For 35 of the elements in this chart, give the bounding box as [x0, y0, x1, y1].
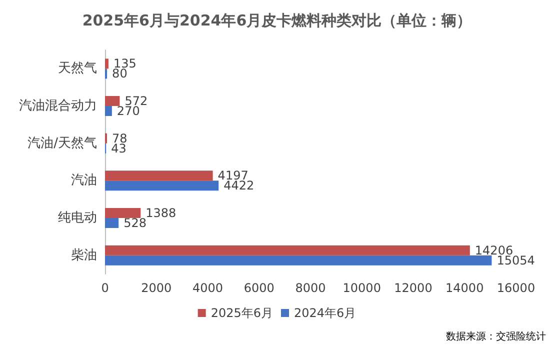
data-label: 43	[111, 141, 126, 156]
x-tick-label: 4000	[192, 281, 224, 295]
x-tick-label: 16000	[496, 281, 536, 295]
data-label: 528	[124, 216, 146, 230]
x-tick-label: 8000	[295, 281, 326, 295]
bar	[105, 180, 219, 191]
x-tick-label: 14000	[446, 281, 484, 295]
bar	[105, 170, 213, 181]
bar	[105, 58, 108, 69]
y-tick-label: 纯电动	[58, 210, 97, 226]
data-label: 80	[112, 66, 128, 81]
bar	[105, 106, 112, 116]
y-tick-label: 汽油	[71, 173, 97, 188]
data-label: 4422	[224, 178, 254, 193]
data-label: 15054	[496, 253, 535, 268]
chart-title: 2025年6月与2024年6月皮卡燃料种类对比（单位：辆）	[82, 12, 472, 30]
bar	[105, 218, 119, 228]
legend-label: 2025年6月	[210, 306, 274, 320]
y-tick-label: 柴油	[71, 248, 97, 263]
y-tick-label: 汽油混合动力	[19, 98, 97, 114]
legend-label: 2024年6月	[294, 306, 356, 320]
data-label: 1388	[146, 206, 176, 220]
data-label: 270	[116, 104, 140, 118]
bar	[105, 245, 470, 256]
x-tick-label: 6000	[244, 281, 274, 295]
bar	[105, 208, 141, 218]
source-note: 数据来源：交强险统计	[446, 330, 546, 342]
bar	[105, 96, 120, 106]
y-tick-label: 汽油/天然气	[28, 136, 97, 151]
x-tick-label: 10000	[342, 281, 381, 295]
x-tick-label: 2000	[141, 281, 172, 295]
x-tick-label: 0	[101, 281, 109, 295]
y-tick-label: 天然气	[58, 61, 97, 76]
x-tick-label: 12000	[394, 281, 432, 295]
bar	[105, 255, 492, 266]
